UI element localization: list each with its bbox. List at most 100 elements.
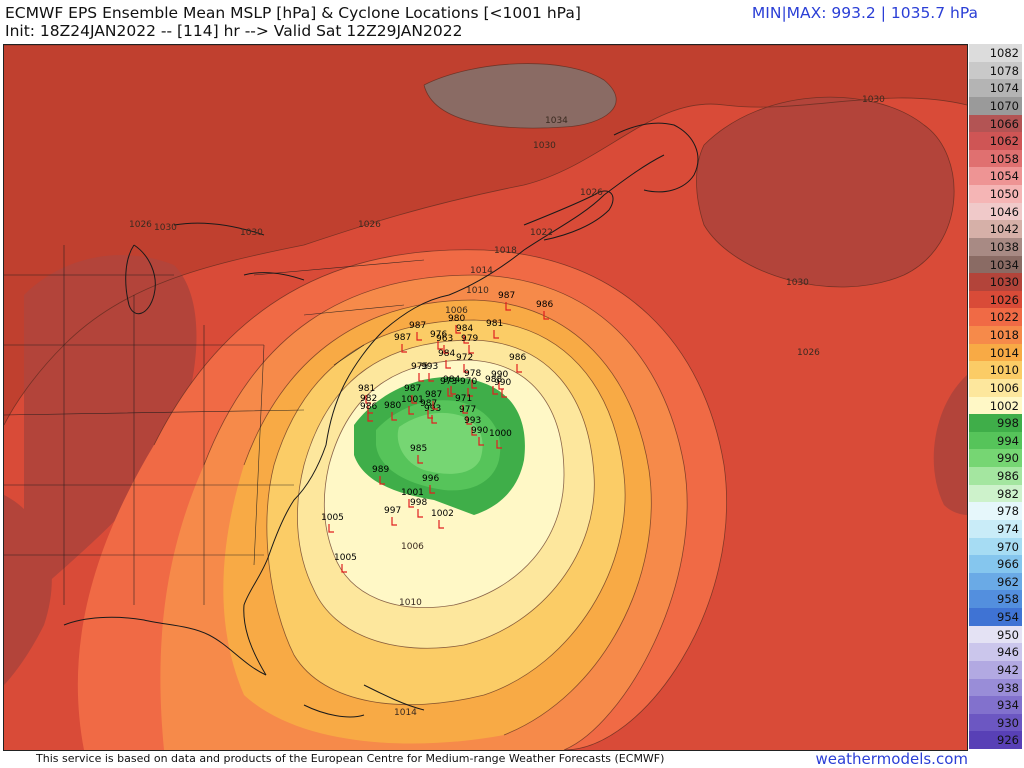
isobar-label: 1030 [862, 95, 885, 105]
isobar-labels: 1030103410301026102610301026102210181014… [129, 95, 885, 718]
cyclone-marker: 986 [536, 300, 553, 320]
colorbar-level: 978 [969, 502, 1022, 520]
low-center-marker [455, 325, 461, 334]
cyclone-marker: 987 [404, 384, 421, 404]
colorbar-level: 1002 [969, 396, 1022, 415]
cyclone-marker: 987 [425, 390, 442, 410]
pressure-colorbar: 1082 1078 1074 1070 1066 1062 1058 1054 1050 1046… [969, 44, 1022, 749]
brand-link[interactable]: weathermodels.com [815, 750, 968, 768]
cyclone-marker: 979 [461, 334, 478, 354]
cyclone-marker: 984 [438, 349, 455, 369]
low-center-marker [438, 520, 444, 529]
colorbar-level: 942 [969, 660, 1022, 679]
colorbar-level: 962 [969, 572, 1022, 591]
cyclone-marker: 984 [456, 324, 473, 344]
map-title: ECMWF EPS Ensemble Mean MSLP [hPa] & Cyc… [5, 4, 581, 22]
cyclone-pressure-label: 993 [421, 362, 438, 372]
colorbar-level: 1074 [969, 79, 1022, 97]
isobar-label: 1006 [401, 542, 424, 552]
isobar-label: 1030 [786, 278, 809, 288]
colorbar-level: 990 [969, 449, 1022, 467]
field-1034-quebec [424, 63, 617, 129]
low-center-marker [365, 395, 371, 404]
colorbar-level-label: 1070 [989, 98, 1019, 113]
cyclone-pressure-label: 997 [384, 506, 401, 516]
cyclone-marker: 993 [464, 416, 481, 436]
low-center-marker [505, 302, 511, 311]
low-center-marker [429, 485, 435, 494]
colorbar-level-label: 1038 [989, 239, 1019, 254]
colorbar-level: 982 [969, 484, 1022, 503]
isobar-label: 1014 [394, 708, 417, 718]
colorbar-level: 1082 [969, 44, 1022, 62]
cyclone-pressure-label: 988 [485, 375, 502, 385]
colorbar-level: 1018 [969, 326, 1022, 344]
cyclone-pressure-label: 987 [425, 390, 442, 400]
colorbar-level: 986 [969, 467, 1022, 485]
colorbar-level-label: 1018 [989, 328, 1019, 342]
cyclone-marker: 990 [494, 378, 511, 398]
colorbar-level-label: 978 [997, 504, 1019, 519]
isobar-label: 1026 [129, 220, 152, 230]
cyclone-marker: 973 [440, 377, 457, 397]
colorbar-level-label: 970 [997, 539, 1019, 554]
cyclone-pressure-label: 984 [438, 349, 455, 359]
cyclone-marker: 976 [430, 330, 447, 350]
cyclone-pressure-label: 990 [494, 378, 511, 388]
cyclone-marker: 978 [464, 369, 481, 389]
colorbar-level-label: 942 [997, 662, 1019, 677]
low-center-marker [478, 437, 484, 446]
field-1030-west [24, 255, 197, 605]
cyclone-marker: 985 [410, 444, 427, 464]
colorbar-level-label: 1046 [989, 204, 1019, 219]
cyclone-marker: 1005 [321, 513, 344, 533]
colorbar-level-label: 990 [997, 451, 1019, 466]
cyclone-pressure-label: 984 [443, 375, 460, 385]
low-center-marker [432, 401, 438, 410]
low-center-marker [418, 373, 424, 382]
min-max-readout: MIN|MAX: 993.2 | 1035.7 hPa [751, 4, 978, 22]
colorbar-level-label: 1010 [989, 363, 1019, 378]
cyclone-pressure-label: 973 [440, 377, 457, 387]
low-center-marker [501, 389, 507, 398]
colorbar-level: 998 [969, 414, 1022, 432]
cyclone-marker: 977 [459, 405, 476, 425]
isobar-label: 1010 [466, 286, 489, 296]
cyclone-pressure-label: 996 [422, 474, 439, 484]
low-center-marker [416, 332, 422, 341]
isobar-lines [4, 45, 967, 750]
colorbar-level: 1054 [969, 167, 1022, 185]
cyclone-marker: 993 [421, 362, 438, 382]
low-center-marker [437, 341, 443, 350]
colorbar-level-label: 950 [997, 627, 1019, 642]
cyclone-pressure-label: 987 [498, 291, 515, 301]
low-center-marker [467, 388, 473, 397]
colorbar-level: 1042 [969, 220, 1022, 238]
colorbar-level-label: 998 [997, 416, 1019, 431]
low-center-marker [447, 388, 453, 397]
cyclone-pressure-label: 986 [360, 402, 377, 412]
colorbar-level: 950 [969, 625, 1022, 644]
low-center-marker [341, 564, 347, 573]
colorbar-level: 1006 [969, 378, 1022, 397]
cyclone-pressure-label: 978 [464, 369, 481, 379]
cyclone-marker: 986 [509, 353, 526, 373]
cyclone-pressure-label: 976 [430, 330, 447, 340]
colorbar-level: 1050 [969, 185, 1022, 203]
isobar-label: 1006 [445, 306, 468, 316]
cyclone-marker: 972 [456, 353, 473, 373]
colorbar-level: 934 [969, 696, 1022, 714]
cyclone-pressure-label: 1005 [334, 553, 357, 563]
low-center-marker [408, 499, 414, 508]
colorbar-level: 954 [969, 608, 1022, 626]
cyclone-pressure-label: 987 [420, 399, 437, 409]
colorbar-level: 1078 [969, 61, 1022, 80]
colorbar-level-label: 962 [997, 574, 1019, 589]
colorbar-level: 974 [969, 519, 1022, 538]
colorbar-level: 1058 [969, 149, 1022, 168]
colorbar-level: 966 [969, 555, 1022, 573]
colorbar-level-label: 986 [997, 469, 1019, 483]
colorbar-level: 1070 [969, 96, 1022, 115]
low-center-marker [471, 427, 477, 436]
field-990 [397, 412, 483, 474]
